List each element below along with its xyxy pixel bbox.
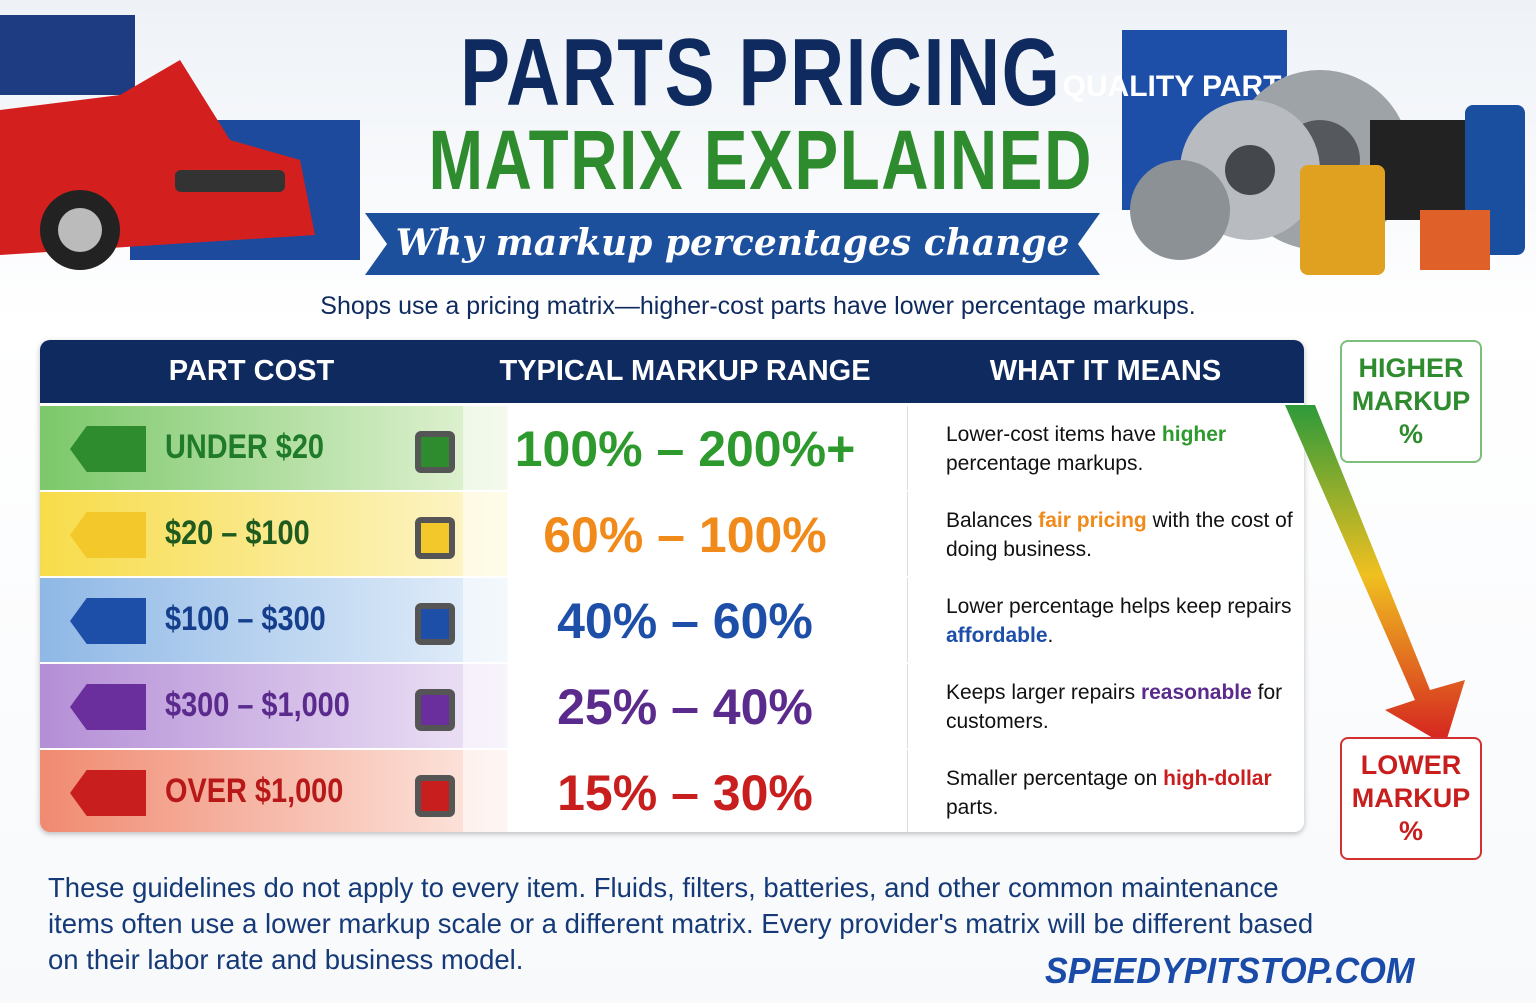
part-cost: $300 – $1,000 (165, 686, 350, 724)
cost-cell: $100 – $300 (40, 578, 463, 664)
header-cell: PART COST (40, 340, 464, 403)
highlight: fair pricing (1038, 509, 1147, 532)
footer-note: These guidelines do not apply to every i… (48, 872, 1314, 975)
meaning: Smaller percentage on high-dollar parts. (907, 750, 1304, 832)
part-cost: OVER $1,000 (165, 772, 344, 810)
part-icon (415, 431, 455, 473)
subtitle: Why markup percentages change (395, 222, 1070, 264)
cost-cell: OVER $1,000 (40, 750, 463, 832)
meaning-text: Smaller percentage on high-dollar parts. (946, 764, 1304, 822)
cost-cell: $300 – $1,000 (40, 664, 463, 750)
highlight: higher (1161, 423, 1227, 446)
site: SPEEDYPITSTOP.COM (1045, 950, 1415, 991)
table: PART COST TYPICAL MARKUP RANGE WHAT IT MEA… (40, 340, 1304, 832)
meaning-part: with the cost of doing business. (946, 509, 1293, 561)
meaning-part: percentage markups. (946, 452, 1144, 475)
meaning: Balances fair pricing with the cost of d… (907, 492, 1304, 578)
title: PARTS PRICING (460, 19, 1062, 126)
table-row: OVER $1,000 15% – 30% Smaller percentage o… (40, 748, 1304, 832)
part-icon (415, 603, 455, 645)
markup-range: 25% – 40% (463, 664, 907, 750)
markup-range: 100% – 200%+ (463, 406, 907, 492)
price-tag (70, 512, 146, 558)
header-cell: TYPICAL MARKUP RANGE (463, 340, 908, 403)
cost-cell: UNDER $20 (40, 406, 463, 492)
table-row: UNDER $20 100% – 200%+ Lower-cost items ha… (40, 404, 1304, 492)
part-icon (415, 689, 455, 731)
header-cell: WHAT IT MEANS (907, 340, 1304, 403)
meaning-text: Keeps larger repairs reasonable for cust… (946, 678, 1304, 736)
meaning-text: Lower percentage helps keep repairs affo… (946, 592, 1304, 650)
meaning: Lower percentage helps keep repairs affo… (907, 578, 1304, 664)
price-tag (70, 770, 146, 816)
part-icon (415, 517, 455, 559)
intro: Shops use a pricing matrix—higher-cost p… (320, 292, 1196, 320)
part-icon (415, 775, 455, 817)
title: MATRIX EXPLAINED (428, 113, 1093, 207)
higher-label: HIGHER MARKUP % (1340, 340, 1482, 463)
meaning-part: . (1047, 624, 1054, 647)
meaning-part: Lower-cost items have (946, 423, 1162, 446)
markup-range: 60% – 100% (463, 492, 907, 578)
meaning-text: Lower-cost items have higher percentage … (946, 420, 1304, 478)
ribbon (365, 213, 1100, 275)
part-cost: $100 – $300 (165, 600, 326, 638)
part-cost: UNDER $20 (165, 428, 325, 466)
table-row: $300 – $1,000 25% – 40% Keeps larger repai… (40, 662, 1304, 750)
arrow (1285, 405, 1465, 745)
meaning-text: Balances fair pricing with the cost of d… (946, 506, 1304, 564)
table-row: $20 – $100 60% – 100% Balances fair pricin… (40, 490, 1304, 578)
meaning-part: Smaller percentage on (946, 767, 1164, 790)
meaning: Lower-cost items have higher percentage … (907, 406, 1304, 492)
meaning-part: parts. (946, 796, 999, 819)
price-tag (70, 598, 146, 644)
table-row: $100 – $300 40% – 60% Lower percentage hel… (40, 576, 1304, 664)
part-cost: $20 – $100 (165, 514, 310, 552)
highlight: high-dollar (1163, 767, 1272, 790)
meaning: Keeps larger repairs reasonable for cust… (907, 664, 1304, 750)
price-tag (70, 426, 146, 472)
cost-cell: $20 – $100 (40, 492, 463, 578)
highlight: affordable (946, 624, 1048, 647)
meaning-part: Keeps larger repairs (946, 681, 1141, 704)
meaning-part: Lower percentage helps keep repairs (946, 595, 1292, 618)
markup-range: 15% – 30% (463, 750, 907, 832)
highlight: reasonable (1140, 681, 1252, 704)
decor: QUALITY PARTS (0, 15, 1525, 275)
meaning-part: Balances (946, 509, 1039, 532)
meaning-part: for customers. (946, 681, 1283, 733)
lower-label: LOWER MARKUP % (1340, 737, 1482, 860)
price-tag (70, 684, 146, 730)
markup-range: 40% – 60% (463, 578, 907, 664)
